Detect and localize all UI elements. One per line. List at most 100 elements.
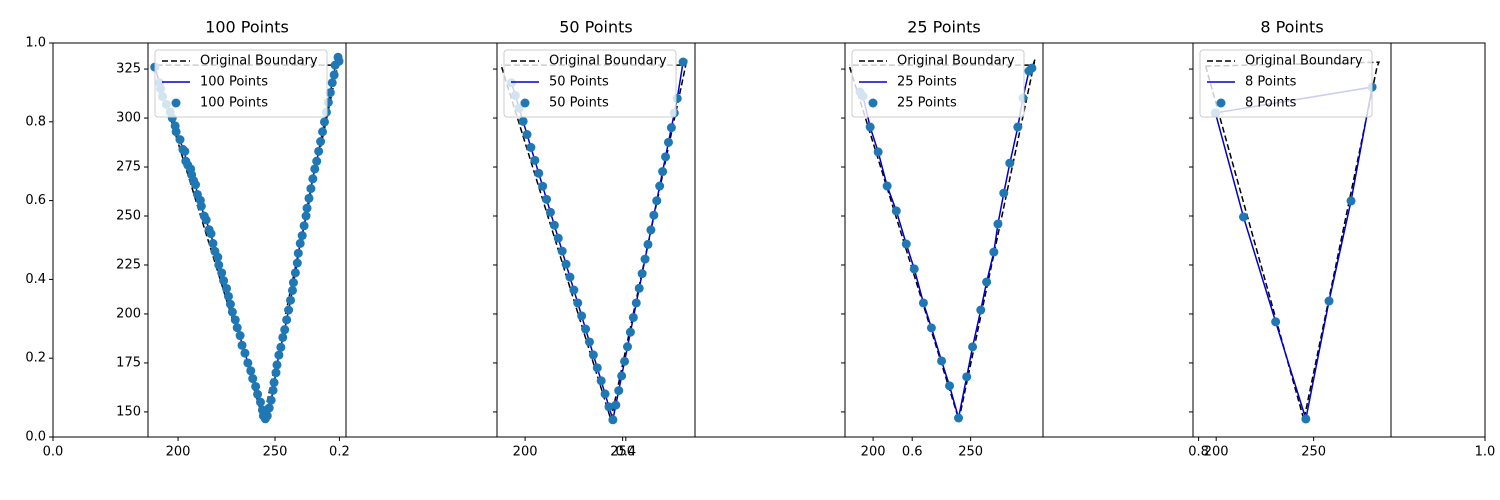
- point: [288, 278, 298, 288]
- x-tick-label: 250: [610, 445, 635, 460]
- point: [282, 315, 292, 325]
- point: [891, 206, 901, 216]
- legend-label: 25 Points: [897, 75, 957, 90]
- legend-label: 100 Points: [200, 75, 268, 90]
- point: [292, 258, 302, 268]
- point: [542, 194, 552, 204]
- point: [663, 137, 673, 147]
- point: [962, 372, 972, 382]
- legend-label: 100 Points: [200, 96, 268, 111]
- point: [180, 146, 190, 156]
- point: [327, 78, 337, 88]
- legend-box: [1199, 49, 1373, 118]
- point: [608, 415, 618, 425]
- point: [248, 374, 258, 384]
- point: [643, 239, 653, 249]
- point: [937, 356, 947, 366]
- point: [243, 358, 253, 368]
- point: [873, 147, 883, 157]
- point: [196, 201, 206, 211]
- subplot: 25 Points 200 250 Original Boundary 25 Point…: [841, 18, 1044, 460]
- legend-label: Original Boundary: [549, 54, 667, 69]
- subplot-title: 8 Points: [1260, 18, 1323, 37]
- axes-frame: [52, 42, 1486, 438]
- point: [223, 291, 233, 301]
- x-tick-label: 250: [1301, 445, 1326, 460]
- point: [171, 127, 181, 137]
- point: [302, 203, 312, 213]
- legend-label: 50 Points: [549, 96, 609, 111]
- y-tick-label: 200: [116, 306, 141, 321]
- point: [251, 381, 261, 391]
- x-tick-label: 0.6: [902, 445, 923, 460]
- point: [217, 268, 227, 278]
- point: [530, 155, 540, 165]
- point: [191, 180, 201, 190]
- legend-label: 8 Points: [1245, 75, 1297, 90]
- x-tick-label: 250: [958, 445, 983, 460]
- point: [304, 193, 314, 203]
- y-tick-label: 150: [116, 404, 141, 419]
- point: [206, 229, 216, 239]
- point: [235, 331, 245, 341]
- x-tick-label: 200: [861, 445, 886, 460]
- point: [1301, 414, 1311, 424]
- point: [954, 413, 964, 423]
- legend-box: [503, 49, 677, 118]
- point: [581, 324, 591, 334]
- point: [614, 386, 624, 396]
- point: [993, 219, 1003, 229]
- point: [553, 233, 563, 243]
- y-tick-label: 0.4: [25, 272, 46, 287]
- point: [573, 298, 583, 308]
- point: [945, 381, 955, 391]
- point: [549, 220, 559, 230]
- point: [909, 264, 919, 274]
- point: [661, 152, 671, 162]
- point: [255, 397, 265, 407]
- point: [175, 135, 185, 145]
- point: [584, 337, 594, 347]
- point: [611, 400, 621, 410]
- x-tick-label: 0.8: [1188, 445, 1209, 460]
- legend-label: 8 Points: [1245, 96, 1297, 111]
- point: [569, 285, 579, 295]
- point: [232, 323, 242, 333]
- point: [617, 371, 627, 381]
- point: [604, 402, 614, 412]
- legend-label: Original Boundary: [897, 54, 1015, 69]
- subplot-frame: [147, 42, 347, 438]
- point: [280, 325, 290, 335]
- point: [596, 376, 606, 386]
- subplot-frame: [844, 42, 1044, 438]
- point: [272, 360, 282, 370]
- point: [297, 231, 307, 241]
- point: [1013, 122, 1023, 132]
- y-tick-label: 300: [116, 111, 141, 126]
- point: [649, 210, 659, 220]
- point: [652, 196, 662, 206]
- y-tick-label: 275: [116, 160, 141, 175]
- subplot-frame: [1192, 42, 1392, 438]
- point: [631, 298, 641, 308]
- point: [201, 215, 211, 225]
- point: [882, 181, 892, 191]
- point: [976, 305, 986, 315]
- point: [625, 327, 635, 337]
- point: [534, 168, 544, 178]
- boundary-line: [1204, 61, 1381, 420]
- point: [268, 385, 278, 395]
- point: [918, 298, 928, 308]
- point: [246, 366, 256, 376]
- point: [588, 350, 598, 360]
- point: [637, 269, 647, 279]
- legend-label: Original Boundary: [200, 54, 318, 69]
- y-tick-label: 250: [116, 208, 141, 223]
- point: [284, 305, 294, 315]
- point: [253, 389, 263, 399]
- point: [561, 259, 571, 269]
- point: [312, 156, 322, 166]
- x-tick-label: 250: [263, 445, 288, 460]
- y-tick-label: 0.0: [25, 430, 46, 445]
